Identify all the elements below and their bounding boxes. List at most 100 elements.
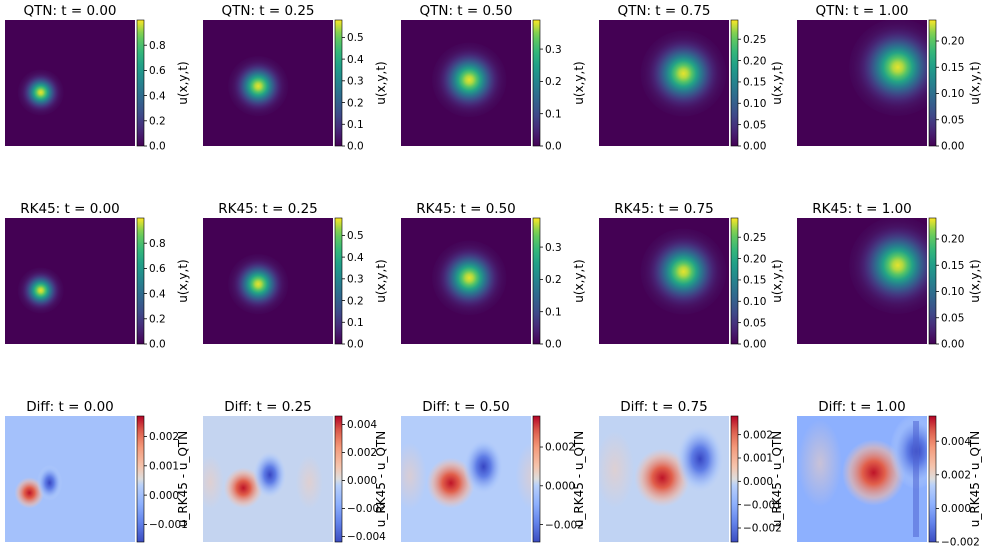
colorbar-tick-label: 0.0 [347, 141, 364, 153]
colorbar-tick-label: 0.002 [545, 442, 575, 454]
colorbar-tick-label: 0.000 [743, 476, 773, 488]
colorbar [136, 217, 145, 345]
qtn-panel-3: QTN: t = 0.75 0.00 0.05 0.10 0.15 0.20 0.25 u(x… [599, 3, 784, 153]
diff-band [203, 455, 224, 510]
heatmap [203, 20, 333, 146]
rk45-panel-3: RK45: t = 0.75 0.00 0.05 0.10 0.15 0.20 0.25 u(… [599, 201, 784, 351]
colorbar-tick-label: −0.004 [347, 531, 386, 543]
heatmap [203, 218, 333, 344]
colorbar-tick-label: −0.002 [941, 537, 980, 548]
rk45-panel-0: RK45: t = 0.00 0.0 0.2 0.4 0.6 0.8 u(x,y,t) [5, 201, 190, 351]
colorbar-tick-label: 0.4 [149, 90, 166, 102]
solution-peak [228, 254, 289, 315]
heatmap [797, 218, 927, 344]
panel-title: QTN: t = 1.00 [815, 3, 908, 19]
panel-title: Diff: t = 0.75 [620, 399, 708, 415]
colorbar-tick-label: 0.002 [941, 470, 971, 482]
colorbar-tick-label: 0.05 [743, 317, 766, 329]
colorbar-tick-label: 0.000 [941, 503, 971, 515]
colorbar-tick-label: 0.00 [941, 141, 964, 153]
colorbar-tick-label: 0.1 [545, 306, 562, 318]
panel-title: RK45: t = 0.75 [614, 201, 714, 217]
colorbar-tick-label: 0.0 [149, 339, 166, 351]
panel-title: RK45: t = 0.00 [20, 201, 120, 217]
colorbar-tick-label: 0.000 [149, 490, 179, 502]
colorbar-tick-label: 0.10 [941, 286, 964, 298]
colorbar [928, 415, 937, 543]
colorbar [334, 19, 343, 147]
diff-panel-0: Diff: t = 0.00 −0.001 0.000 0.001 0.002u_RK4… [5, 399, 190, 543]
colorbar-tick-label: 0.000 [347, 475, 377, 487]
colorbar-label: u_RK45 - u_QTN [176, 431, 190, 527]
panel-title: Diff: t = 0.50 [422, 399, 510, 415]
colorbar-label: u_RK45 - u_QTN [968, 431, 982, 527]
negative-lobe [36, 464, 63, 501]
positive-lobe [223, 467, 263, 509]
colorbar-tick-label: −0.001 [149, 519, 188, 531]
colorbar-tick-label: 0.20 [941, 36, 964, 48]
colorbar-tick-label: 0.004 [941, 436, 971, 448]
solution-peak [17, 69, 64, 116]
solution-peak [640, 30, 727, 117]
negative-lobe [463, 437, 505, 496]
diff-band [798, 419, 842, 508]
colorbar-tick-label: 0.05 [743, 119, 766, 131]
colorbar [334, 217, 343, 345]
colorbar [532, 19, 541, 147]
colorbar-label: u(x,y,t) [770, 61, 784, 105]
colorbar-label: u(x,y,t) [374, 259, 388, 303]
colorbar-tick-label: 0.002 [347, 447, 377, 459]
solution-peak [432, 42, 507, 118]
colorbar-tick-label: 0.3 [347, 274, 364, 286]
colorbar-tick-label: 0.2 [545, 274, 562, 286]
heatmap [203, 416, 333, 542]
colorbar-tick-label: 0.15 [743, 275, 766, 287]
solution-peak [17, 267, 64, 314]
solution-peak [849, 218, 927, 314]
colorbar-tick-label: −0.001 [743, 499, 782, 511]
colorbar-tick-label: 0.00 [941, 339, 964, 351]
diff-band [401, 442, 427, 510]
colorbar-tick-label: 0.2 [149, 314, 166, 326]
colorbar-tick-label: 0.0 [347, 339, 364, 351]
colorbar-tick-label: 0.00 [743, 339, 766, 351]
colorbar-tick-label: 0.25 [743, 34, 766, 46]
colorbar-tick-label: 0.10 [941, 88, 964, 100]
panel-title: RK45: t = 1.00 [812, 201, 912, 217]
heatmap [599, 416, 729, 542]
heatmap [797, 416, 927, 542]
colorbar-tick-label: 0.2 [149, 116, 166, 128]
rk45-panel-1: RK45: t = 0.25 0.0 0.1 0.2 0.3 0.4 0.5 u(x,y,t) [203, 201, 388, 351]
colorbar-tick-label: 0.5 [347, 32, 364, 44]
colorbar-tick-label: 0.10 [743, 296, 766, 308]
positive-lobe [842, 439, 906, 506]
heatmap [401, 416, 531, 542]
positive-lobe [14, 477, 45, 509]
colorbar-tick-label: 0.15 [941, 260, 964, 272]
rk45-panel-4: RK45: t = 1.00 0.00 0.05 0.10 0.15 0.20 u(x,y,… [797, 201, 982, 351]
heatmap [599, 218, 729, 344]
colorbar-tick-label: 0.05 [941, 312, 964, 324]
colorbar-tick-label: 0.3 [545, 44, 562, 56]
colorbar-tick-label: 0.002 [149, 431, 179, 443]
qtn-panel-4: QTN: t = 1.00 0.00 0.05 0.10 0.15 0.20 u(x,y,t… [797, 3, 982, 153]
panel-title: QTN: t = 0.00 [23, 3, 116, 19]
colorbar-label: u(x,y,t) [176, 61, 190, 105]
colorbar [136, 19, 145, 147]
panel-title: RK45: t = 0.25 [218, 201, 318, 217]
colorbar [532, 217, 541, 345]
panel-title: Diff: t = 0.25 [224, 399, 312, 415]
colorbar-tick-label: 0.10 [743, 98, 766, 110]
colorbar-tick-label: 0.3 [347, 76, 364, 88]
colorbar-tick-label: 0.1 [545, 108, 562, 120]
colorbar-tick-label: 0.8 [149, 238, 166, 250]
colorbar [136, 415, 145, 543]
heatmap [599, 20, 729, 146]
heatmap [5, 20, 135, 146]
colorbar-label: u(x,y,t) [572, 61, 586, 105]
qtn-panel-0: QTN: t = 0.00 0.0 0.2 0.4 0.6 0.8 u(x,y,t) [5, 3, 190, 153]
colorbar-tick-label: 0.25 [743, 232, 766, 244]
colorbar-label: u_RK45 - u_QTN [572, 431, 586, 527]
solution-peak [640, 228, 727, 315]
